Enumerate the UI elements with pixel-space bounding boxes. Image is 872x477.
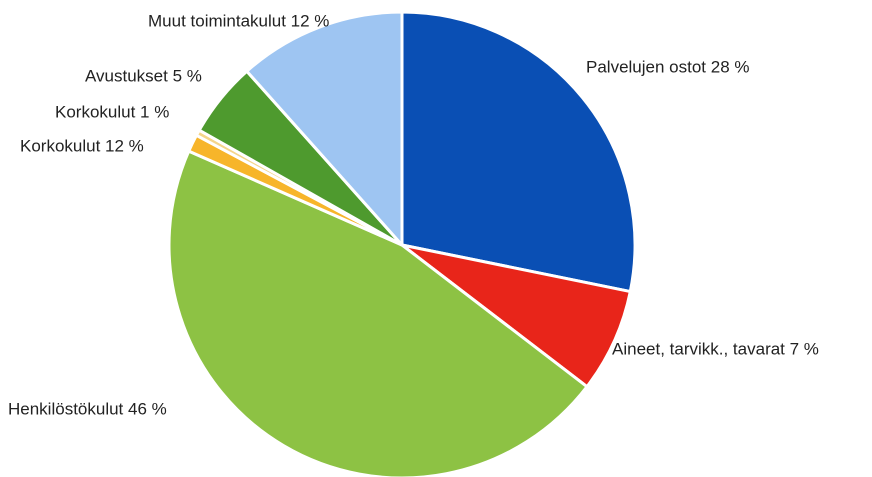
pie-slice xyxy=(400,243,632,389)
slice-label: Henkilöstökulut 46 % xyxy=(8,399,167,418)
slice-label: Avustukset 5 % xyxy=(85,66,202,85)
slice-label: Aineet, tarvikk., tavarat 7 % xyxy=(612,339,819,358)
slice-label: Muut toimintakulut 12 % xyxy=(148,11,329,30)
slice-label: Korkokulut 1 % xyxy=(55,102,169,121)
slice-label: Korkokulut 12 % xyxy=(20,136,144,155)
pie-slice xyxy=(245,10,404,247)
pie-slice xyxy=(400,10,637,294)
slice-label: Palvelujen ostot 28 % xyxy=(586,57,750,76)
pie-slice xyxy=(167,149,589,477)
